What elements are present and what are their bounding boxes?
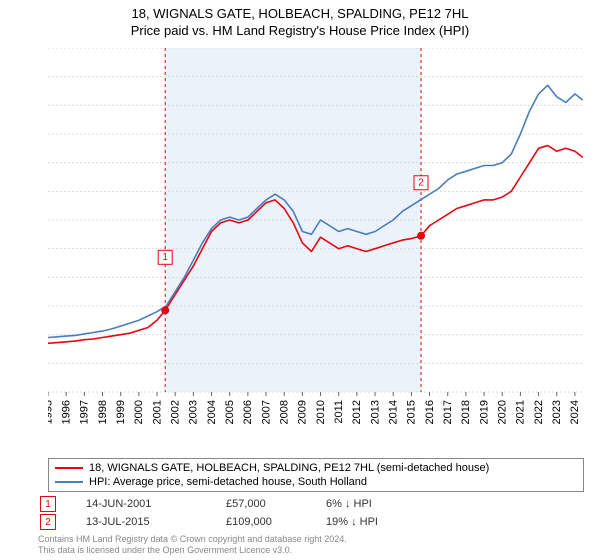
svg-text:2020: 2020 bbox=[497, 400, 509, 424]
legend-label-1: 18, WIGNALS GATE, HOLBEACH, SPALDING, PE… bbox=[89, 461, 489, 475]
svg-text:2009: 2009 bbox=[297, 400, 309, 424]
marker-box-1: 1 bbox=[40, 496, 56, 512]
svg-text:1: 1 bbox=[162, 252, 168, 263]
svg-text:2: 2 bbox=[418, 177, 424, 188]
credits-line-2: This data is licensed under the Open Gov… bbox=[38, 545, 347, 556]
marker-date-1: 14-JUN-2001 bbox=[86, 498, 226, 510]
legend-row-1: 18, WIGNALS GATE, HOLBEACH, SPALDING, PE… bbox=[55, 461, 577, 475]
svg-text:2001: 2001 bbox=[151, 400, 163, 424]
legend-box: 18, WIGNALS GATE, HOLBEACH, SPALDING, PE… bbox=[48, 458, 584, 492]
legend-label-2: HPI: Average price, semi-detached house,… bbox=[89, 475, 367, 489]
chart-area: £0£20K£40K£60K£80K£100K£120K£140K£160K£1… bbox=[48, 48, 584, 428]
svg-text:2013: 2013 bbox=[369, 400, 381, 424]
marker-table: 1 14-JUN-2001 £57,000 6% ↓ HPI 2 13-JUL-… bbox=[38, 495, 446, 531]
marker-delta-1: 6% ↓ HPI bbox=[326, 498, 446, 510]
svg-text:2018: 2018 bbox=[460, 400, 472, 424]
chart-subtitle: Price paid vs. HM Land Registry's House … bbox=[0, 23, 600, 38]
credits-line-1: Contains HM Land Registry data © Crown c… bbox=[38, 534, 347, 545]
marker-num-1: 1 bbox=[45, 499, 51, 510]
marker-box-2: 2 bbox=[40, 514, 56, 530]
svg-text:2010: 2010 bbox=[315, 400, 327, 424]
svg-text:1996: 1996 bbox=[60, 400, 72, 424]
svg-text:2011: 2011 bbox=[333, 400, 345, 424]
marker-price-1: £57,000 bbox=[226, 498, 326, 510]
svg-text:2016: 2016 bbox=[424, 400, 436, 424]
marker-delta-2: 19% ↓ HPI bbox=[326, 516, 446, 528]
svg-text:2000: 2000 bbox=[133, 400, 145, 424]
marker-row-1: 1 14-JUN-2001 £57,000 6% ↓ HPI bbox=[38, 495, 446, 513]
svg-text:1998: 1998 bbox=[97, 400, 109, 424]
marker-row-2: 2 13-JUL-2015 £109,000 19% ↓ HPI bbox=[38, 513, 446, 531]
svg-text:2017: 2017 bbox=[442, 400, 454, 424]
svg-text:2002: 2002 bbox=[169, 400, 181, 424]
svg-text:2005: 2005 bbox=[224, 400, 236, 424]
svg-text:2003: 2003 bbox=[188, 400, 200, 424]
svg-text:2019: 2019 bbox=[478, 400, 490, 424]
chart-title: 18, WIGNALS GATE, HOLBEACH, SPALDING, PE… bbox=[0, 6, 600, 21]
marker-num-2: 2 bbox=[45, 517, 51, 528]
svg-text:1997: 1997 bbox=[79, 400, 91, 424]
svg-text:2006: 2006 bbox=[242, 400, 254, 424]
svg-text:2007: 2007 bbox=[260, 400, 272, 424]
svg-text:2014: 2014 bbox=[388, 400, 400, 424]
svg-text:2022: 2022 bbox=[533, 400, 545, 424]
svg-text:2015: 2015 bbox=[406, 400, 418, 424]
svg-text:2008: 2008 bbox=[279, 400, 291, 424]
svg-text:2004: 2004 bbox=[206, 400, 218, 424]
svg-text:2024: 2024 bbox=[569, 400, 581, 424]
chart-titles: 18, WIGNALS GATE, HOLBEACH, SPALDING, PE… bbox=[0, 0, 600, 38]
legend-swatch-2 bbox=[55, 481, 83, 483]
svg-text:1995: 1995 bbox=[48, 400, 54, 424]
marker-price-2: £109,000 bbox=[226, 516, 326, 528]
chart-svg: £0£20K£40K£60K£80K£100K£120K£140K£160K£1… bbox=[48, 48, 584, 428]
svg-text:2021: 2021 bbox=[515, 400, 527, 424]
legend-swatch-1 bbox=[55, 467, 83, 469]
svg-text:2012: 2012 bbox=[351, 400, 363, 424]
svg-text:1999: 1999 bbox=[115, 400, 127, 424]
svg-text:2023: 2023 bbox=[551, 400, 563, 424]
credits: Contains HM Land Registry data © Crown c… bbox=[38, 534, 347, 556]
marker-date-2: 13-JUL-2015 bbox=[86, 516, 226, 528]
legend-row-2: HPI: Average price, semi-detached house,… bbox=[55, 475, 577, 489]
